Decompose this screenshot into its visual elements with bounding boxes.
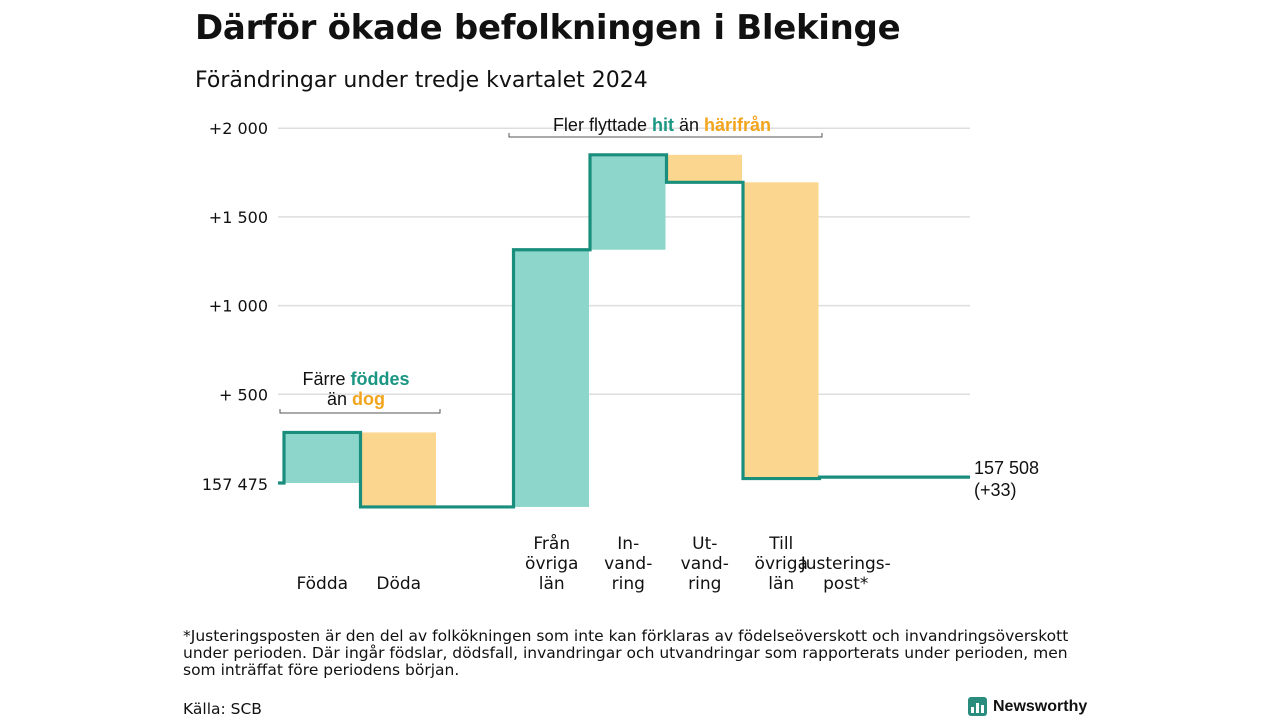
source-label: Källa: SCB bbox=[183, 700, 262, 718]
y-tick-label: +1 000 bbox=[209, 297, 268, 316]
chart-title: Därför ökade befolkningen i Blekinge bbox=[195, 8, 901, 48]
annotation-text-segment: Färre bbox=[302, 369, 350, 389]
category-label: ring bbox=[688, 574, 721, 594]
category-label: övriga bbox=[525, 554, 578, 574]
start-value-label: 157 475 bbox=[202, 475, 268, 494]
annotation-bracket bbox=[508, 133, 823, 138]
annotation-text-segment: än bbox=[327, 389, 352, 409]
brand-name: Newsworthy bbox=[993, 697, 1088, 715]
end-change-label: (+33) bbox=[974, 480, 1017, 500]
end-value-label: 157 508 bbox=[974, 458, 1039, 478]
category-label: In- bbox=[617, 534, 639, 554]
waterfall-bar bbox=[514, 249, 589, 507]
annotation-text-segment: härifrån bbox=[704, 115, 771, 135]
annotation-text-segment: dog bbox=[352, 389, 385, 409]
annotation-text-segment: hit bbox=[652, 115, 674, 135]
cumulative-step-line bbox=[278, 153, 970, 509]
category-label: län bbox=[539, 574, 565, 594]
waterfall-bar bbox=[667, 154, 742, 183]
category-label: län bbox=[768, 574, 794, 594]
annotation-text: Fler flyttade hit än härifrån bbox=[553, 115, 771, 135]
category-label: Födda bbox=[296, 574, 348, 594]
category-label: vand- bbox=[604, 554, 652, 574]
y-tick-label: + 500 bbox=[219, 385, 268, 404]
annotation-text: än dog bbox=[327, 389, 385, 409]
annotation-bracket bbox=[279, 409, 441, 414]
category-label: post* bbox=[823, 574, 868, 594]
category-label: övriga bbox=[755, 554, 808, 574]
annotation-text-segment: än bbox=[674, 115, 704, 135]
annotation-text-segment: föddes bbox=[351, 369, 410, 389]
annotation-text: Färre föddes bbox=[302, 369, 409, 389]
bar-chart-logo-icon bbox=[968, 697, 987, 716]
category-label: Justerings- bbox=[800, 554, 891, 574]
chart-subtitle: Förändringar under tredje kvartalet 2024 bbox=[195, 68, 648, 93]
waterfall-bar bbox=[361, 432, 436, 507]
waterfall-bar bbox=[591, 154, 666, 250]
waterfall-bar bbox=[285, 432, 360, 483]
category-label: Från bbox=[533, 533, 570, 554]
brand: Newsworthy bbox=[968, 697, 1087, 716]
footnote: *Justeringsposten är den del av folkökni… bbox=[183, 627, 1069, 679]
category-label: ring bbox=[612, 574, 645, 594]
waterfall-bar bbox=[744, 182, 819, 479]
category-label: Ut- bbox=[692, 534, 717, 554]
category-label: Döda bbox=[376, 574, 421, 594]
annotation-text-segment: Fler flyttade bbox=[553, 115, 652, 135]
category-label: vand- bbox=[681, 554, 729, 574]
y-tick-label: +1 500 bbox=[209, 208, 268, 227]
y-tick-label: +2 000 bbox=[209, 119, 268, 138]
category-label: Till bbox=[768, 534, 793, 554]
